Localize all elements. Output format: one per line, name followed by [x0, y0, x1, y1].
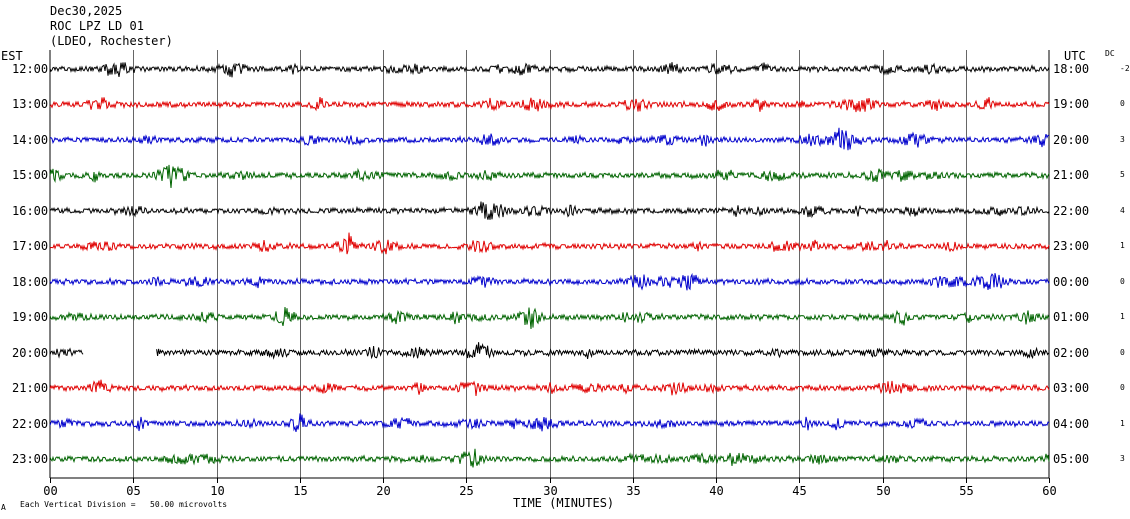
utc-label-1900: 19:00	[1053, 97, 1090, 111]
est-label-1700: 17:00	[12, 239, 49, 253]
trace-1900	[49, 306, 1050, 330]
dc-value-6: 0	[1120, 277, 1125, 286]
network-name: (LDEO, Rochester)	[50, 34, 173, 48]
dc-value-7: 1	[1120, 312, 1125, 321]
utc-label-0100: 01:00	[1053, 310, 1090, 324]
trace-1500	[49, 164, 1050, 188]
trace-1700	[49, 232, 1050, 255]
utc-label-2200: 22:00	[1053, 204, 1090, 218]
trace-2200	[49, 413, 1050, 433]
dc-value-8: 0	[1120, 348, 1125, 357]
est-label-2300: 23:00	[12, 452, 49, 466]
dc-value-4: 4	[1120, 206, 1125, 215]
est-label-1800: 18:00	[12, 275, 49, 289]
x-tick-label-25: 25	[459, 484, 473, 498]
utc-label-2100: 21:00	[1053, 168, 1090, 182]
trace-2100	[49, 379, 1050, 397]
scale-note: Each Vertical Division = 50.00 microvolt…	[20, 500, 228, 509]
x-tick-label-20: 20	[376, 484, 390, 498]
trace-2000-seg1	[156, 342, 1050, 360]
x-tick-label-55: 55	[959, 484, 973, 498]
est-label-1300: 13:00	[12, 97, 49, 111]
est-label-2100: 21:00	[12, 381, 49, 395]
est-label-2000: 20:00	[12, 346, 49, 360]
x-tick-label-10: 10	[210, 484, 224, 498]
dc-value-10: 1	[1120, 419, 1125, 428]
x-tick-label-15: 15	[293, 484, 307, 498]
utc-label-2000: 20:00	[1053, 133, 1090, 147]
dc-value-3: 5	[1120, 170, 1125, 179]
utc-label-0500: 05:00	[1053, 452, 1090, 466]
dc-value-1: 0	[1120, 99, 1125, 108]
trace-1300	[49, 97, 1050, 113]
est-label-1600: 16:00	[12, 204, 49, 218]
est-label-1200: 12:00	[12, 62, 49, 76]
est-label-2200: 22:00	[12, 417, 49, 431]
utc-label-2300: 23:00	[1053, 239, 1090, 253]
x-tick-label-50: 50	[876, 484, 890, 498]
x-tick-label-60: 60	[1042, 484, 1056, 498]
est-label-1500: 15:00	[12, 168, 49, 182]
dc-value-0: -2	[1120, 64, 1130, 73]
x-tick-label-00: 00	[43, 484, 57, 498]
station-name: ROC LPZ LD 01	[50, 19, 144, 33]
trace-1200	[49, 62, 1050, 78]
x-tick-label-45: 45	[792, 484, 806, 498]
plot-date: Dec30,2025	[50, 4, 123, 18]
corner-mark: A	[1, 503, 6, 512]
utc-label-1800: 18:00	[1053, 62, 1090, 76]
utc-label-0200: 02:00	[1053, 346, 1090, 360]
utc-label-0000: 00:00	[1053, 275, 1090, 289]
x-axis-label: TIME (MINUTES)	[513, 496, 615, 510]
x-tick-label-40: 40	[709, 484, 723, 498]
dc-value-9: 0	[1120, 383, 1125, 392]
utc-label-0400: 04:00	[1053, 417, 1090, 431]
trace-2300	[49, 448, 1050, 468]
dc-header-label: DC	[1105, 49, 1115, 58]
trace-1400	[49, 127, 1050, 151]
x-tick-label-05: 05	[126, 484, 140, 498]
dc-value-5: 1	[1120, 241, 1125, 250]
trace-2000-seg0	[49, 347, 84, 359]
dc-value-2: 3	[1120, 135, 1125, 144]
trace-1600	[49, 201, 1050, 220]
utc-label-0300: 03:00	[1053, 381, 1090, 395]
x-tick-label-35: 35	[626, 484, 640, 498]
right-timezone-label: UTC	[1064, 49, 1086, 63]
est-label-1400: 14:00	[12, 133, 49, 147]
trace-1800	[49, 272, 1050, 291]
left-timezone-label: EST	[1, 49, 23, 63]
est-label-1900: 19:00	[12, 310, 49, 324]
dc-value-11: 3	[1120, 454, 1125, 463]
x-tick-label-30: 30	[543, 484, 557, 498]
